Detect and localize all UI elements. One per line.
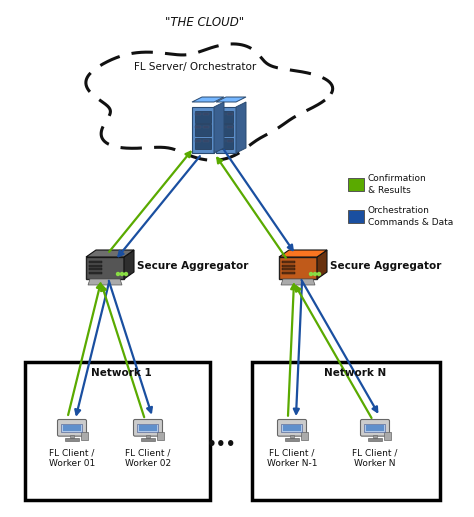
Text: Orchestration
Commands & Data: Orchestration Commands & Data [368, 206, 453, 226]
FancyBboxPatch shape [89, 265, 101, 266]
FancyBboxPatch shape [227, 140, 233, 142]
Circle shape [310, 272, 312, 276]
Text: Secure Aggregator: Secure Aggregator [330, 261, 441, 271]
Polygon shape [192, 97, 224, 102]
Polygon shape [317, 250, 327, 279]
FancyBboxPatch shape [63, 425, 81, 431]
FancyBboxPatch shape [216, 107, 236, 153]
FancyBboxPatch shape [139, 425, 157, 431]
FancyBboxPatch shape [195, 124, 211, 136]
FancyBboxPatch shape [89, 271, 101, 273]
Text: FL Server/ Orchestrator: FL Server/ Orchestrator [134, 62, 256, 72]
Text: Secure Aggregator: Secure Aggregator [137, 261, 248, 271]
FancyBboxPatch shape [141, 438, 155, 440]
FancyBboxPatch shape [195, 111, 211, 123]
FancyBboxPatch shape [219, 138, 233, 149]
FancyBboxPatch shape [219, 113, 225, 115]
Circle shape [120, 272, 124, 276]
FancyBboxPatch shape [279, 257, 317, 279]
FancyBboxPatch shape [252, 362, 440, 500]
Polygon shape [216, 97, 246, 102]
FancyBboxPatch shape [195, 113, 201, 115]
FancyBboxPatch shape [227, 126, 233, 128]
Circle shape [125, 272, 128, 276]
FancyBboxPatch shape [219, 126, 225, 128]
Polygon shape [281, 279, 315, 285]
FancyBboxPatch shape [348, 178, 364, 191]
Text: FL Client /
Worker 02: FL Client / Worker 02 [125, 448, 171, 468]
FancyBboxPatch shape [70, 435, 74, 438]
FancyBboxPatch shape [290, 435, 294, 438]
FancyBboxPatch shape [219, 124, 233, 136]
FancyBboxPatch shape [282, 261, 295, 263]
FancyBboxPatch shape [282, 268, 295, 270]
FancyBboxPatch shape [282, 271, 295, 273]
FancyBboxPatch shape [195, 140, 201, 142]
FancyBboxPatch shape [195, 126, 201, 128]
FancyBboxPatch shape [203, 113, 209, 115]
FancyBboxPatch shape [282, 423, 302, 432]
FancyBboxPatch shape [348, 210, 364, 223]
FancyBboxPatch shape [227, 113, 233, 115]
FancyBboxPatch shape [192, 107, 214, 153]
FancyBboxPatch shape [219, 111, 233, 123]
FancyBboxPatch shape [137, 423, 158, 432]
FancyBboxPatch shape [301, 432, 308, 439]
Text: "THE CLOUD": "THE CLOUD" [165, 16, 245, 29]
FancyBboxPatch shape [81, 432, 88, 439]
Text: •••: ••• [207, 437, 237, 452]
FancyBboxPatch shape [283, 425, 301, 431]
FancyBboxPatch shape [277, 419, 307, 436]
Circle shape [318, 272, 320, 276]
FancyBboxPatch shape [89, 261, 101, 263]
FancyBboxPatch shape [89, 268, 101, 270]
FancyBboxPatch shape [361, 419, 390, 436]
Polygon shape [279, 250, 327, 257]
FancyBboxPatch shape [203, 126, 209, 128]
FancyBboxPatch shape [219, 140, 225, 142]
FancyBboxPatch shape [86, 257, 124, 279]
Circle shape [313, 272, 317, 276]
Circle shape [117, 272, 119, 276]
FancyBboxPatch shape [62, 423, 82, 432]
Text: FL Client /
Worker N-1: FL Client / Worker N-1 [267, 448, 317, 468]
FancyBboxPatch shape [25, 362, 210, 500]
Text: Network N: Network N [324, 368, 386, 378]
FancyBboxPatch shape [65, 438, 79, 440]
FancyBboxPatch shape [384, 432, 391, 439]
FancyBboxPatch shape [134, 419, 163, 436]
Text: Confirmation
& Results: Confirmation & Results [368, 174, 427, 194]
Polygon shape [88, 279, 122, 285]
Polygon shape [236, 102, 246, 153]
Text: FL Client /
Worker N: FL Client / Worker N [352, 448, 398, 468]
FancyBboxPatch shape [285, 438, 299, 440]
FancyBboxPatch shape [195, 138, 211, 149]
Polygon shape [124, 250, 134, 279]
FancyBboxPatch shape [365, 423, 385, 432]
FancyBboxPatch shape [157, 432, 164, 439]
Polygon shape [86, 250, 134, 257]
Polygon shape [214, 102, 224, 153]
FancyBboxPatch shape [366, 425, 384, 431]
FancyBboxPatch shape [203, 140, 209, 142]
FancyBboxPatch shape [146, 435, 150, 438]
FancyBboxPatch shape [373, 435, 377, 438]
FancyBboxPatch shape [368, 438, 382, 440]
FancyBboxPatch shape [57, 419, 86, 436]
Text: FL Client /
Worker 01: FL Client / Worker 01 [49, 448, 95, 468]
FancyBboxPatch shape [282, 265, 295, 266]
Text: Network 1: Network 1 [91, 368, 152, 378]
